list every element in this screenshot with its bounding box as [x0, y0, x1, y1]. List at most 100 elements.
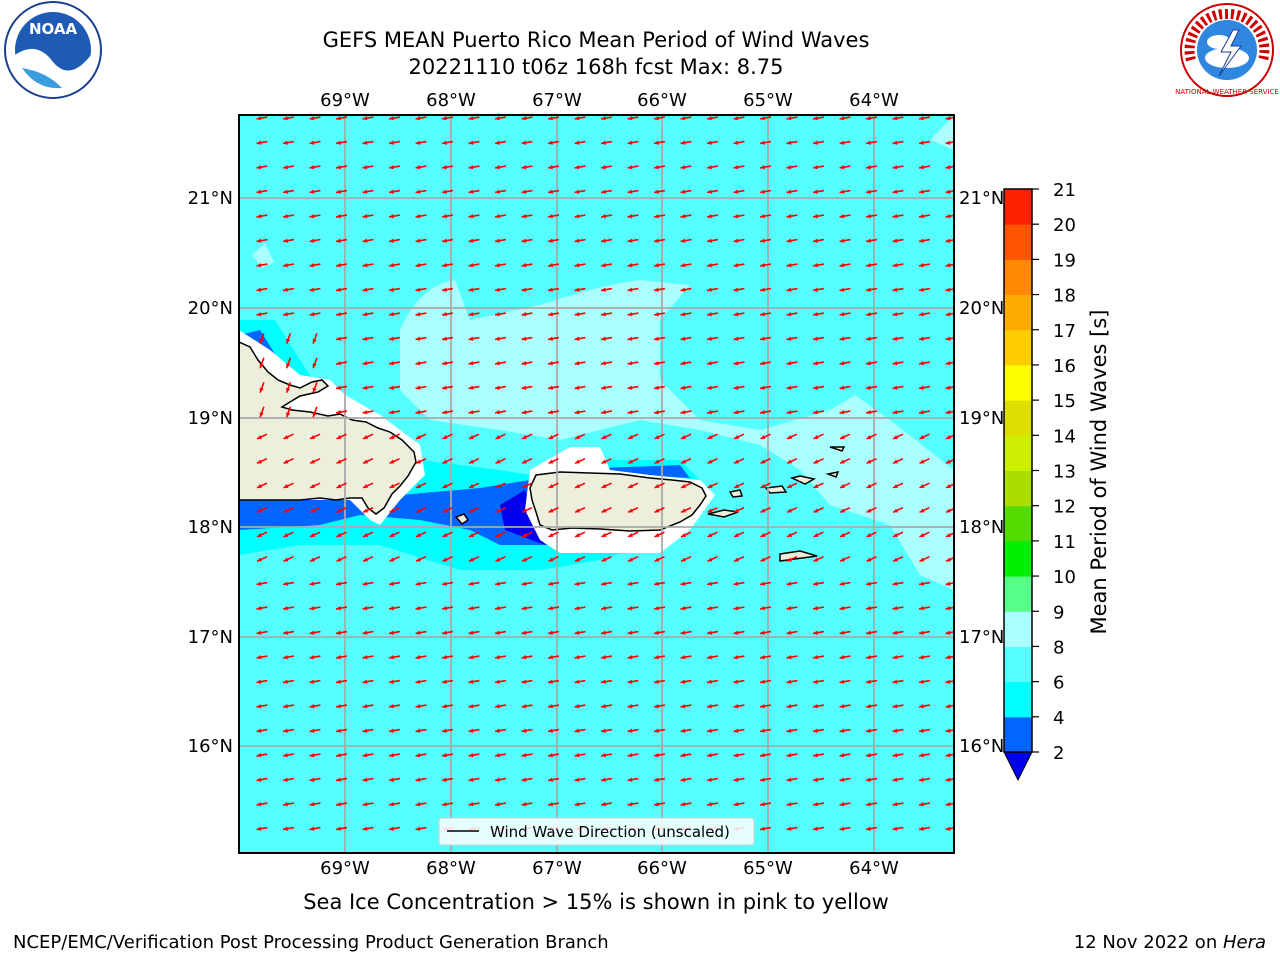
wind-arrow [759, 655, 772, 660]
colorbar-segment [1004, 435, 1032, 471]
colorbar-tick-label: 4 [1053, 708, 1064, 729]
wind-arrow [918, 753, 931, 758]
wind-arrow [839, 214, 851, 219]
wind-arrow [335, 336, 348, 341]
wind-arrow [653, 679, 666, 684]
wind-arrow [415, 704, 427, 709]
wind-arrow [521, 704, 533, 709]
wind-arrow [786, 238, 798, 243]
wind-arrow [733, 312, 745, 317]
wind-arrow [548, 482, 559, 489]
wind-arrow [945, 116, 954, 121]
colorbar-segment [1004, 646, 1032, 683]
wind-arrow [547, 287, 560, 292]
wind-arrow [918, 606, 931, 611]
wind-arrow [494, 361, 507, 366]
wind-arrow [786, 165, 798, 170]
wind-arrow [706, 214, 719, 219]
wind-arrow [600, 606, 613, 611]
lon-label: 69°W [320, 858, 370, 879]
wind-arrow [760, 531, 771, 538]
wind-arrow [468, 728, 480, 733]
wind-arrow [521, 336, 533, 341]
wind-arrow [521, 165, 533, 170]
wind-arrow [548, 555, 559, 563]
lon-label: 68°W [426, 858, 476, 879]
wind-arrow [866, 433, 877, 440]
wind-arrow [259, 333, 265, 344]
wind-arrow [574, 777, 586, 782]
wind-arrow [441, 410, 454, 415]
nws-logo: NATIONAL WEATHER SERVICE [1175, 3, 1279, 97]
wind-arrow [547, 140, 560, 145]
wind-arrow [892, 704, 904, 709]
wind-arrow [256, 802, 268, 807]
wind-arrow [442, 555, 453, 563]
lon-label: 66°W [637, 858, 687, 879]
wind-arrow [521, 433, 533, 440]
wind-arrow [945, 238, 954, 243]
wind-arrow [786, 655, 798, 660]
wind-arrow [706, 606, 719, 611]
wind-arrow [680, 410, 692, 415]
wind-arrow [865, 728, 878, 733]
wind-arrow [733, 753, 745, 758]
wind-arrow [945, 802, 954, 807]
wind-arrow [918, 630, 931, 635]
wind-arrow [600, 777, 613, 782]
wind-arrow [521, 802, 533, 807]
wind-arrow [866, 555, 877, 563]
wind-arrow [813, 457, 824, 465]
wind-arrow [442, 506, 453, 514]
wind-arrow [282, 826, 295, 831]
wind-arrow [812, 238, 825, 243]
wind-arrow [415, 116, 427, 121]
wind-arrow [521, 116, 533, 121]
wind-arrow [574, 287, 586, 292]
wind-arrow [892, 777, 904, 782]
land-virgin-islands-2 [789, 475, 817, 485]
wind-arrow [600, 704, 613, 709]
wind-arrow [335, 385, 348, 390]
wind-arrow [945, 458, 954, 465]
wind-arrow [574, 385, 586, 390]
wind-arrow [812, 606, 825, 611]
wind-arrow [839, 165, 851, 170]
wind-arrow [786, 630, 798, 635]
wind-arrow [733, 410, 745, 415]
wind-arrow [865, 189, 878, 194]
wind-arrow [653, 753, 666, 758]
wind-arrow [627, 312, 639, 317]
wind-arrow [945, 679, 954, 684]
wind-arrow [653, 581, 666, 586]
wind-arrow [521, 385, 533, 390]
wind-arrow [680, 287, 692, 292]
wind-arrow [653, 336, 666, 341]
lon-label: 68°W [426, 90, 476, 111]
wind-arrow [256, 238, 268, 243]
wind-arrow [601, 506, 612, 514]
arrow-legend: Wind Wave Direction (unscaled) [438, 817, 755, 846]
period-zone-8-9-north [400, 280, 954, 590]
wind-arrow [812, 116, 825, 121]
wind-arrow [733, 606, 745, 611]
wind-arrow [786, 581, 798, 586]
wind-arrow [362, 263, 374, 268]
wind-arrow [521, 263, 533, 268]
wind-arrow [865, 826, 878, 831]
wind-arrow [548, 433, 559, 440]
wind-arrow [335, 410, 348, 415]
wind-arrow [786, 777, 798, 782]
wind-arrow [865, 679, 878, 684]
colorbar-segment [1004, 189, 1032, 225]
wind-arrow [362, 826, 374, 831]
wind-arrow [362, 606, 374, 611]
wind-arrow [388, 655, 401, 660]
wind-arrow [336, 433, 347, 440]
wind-arrow [759, 581, 772, 586]
wind-arrow [362, 238, 374, 243]
wind-arrow [839, 385, 851, 390]
colorbar-segment [1004, 540, 1032, 577]
wind-arrow [362, 361, 374, 366]
wind-arrow [441, 728, 454, 733]
